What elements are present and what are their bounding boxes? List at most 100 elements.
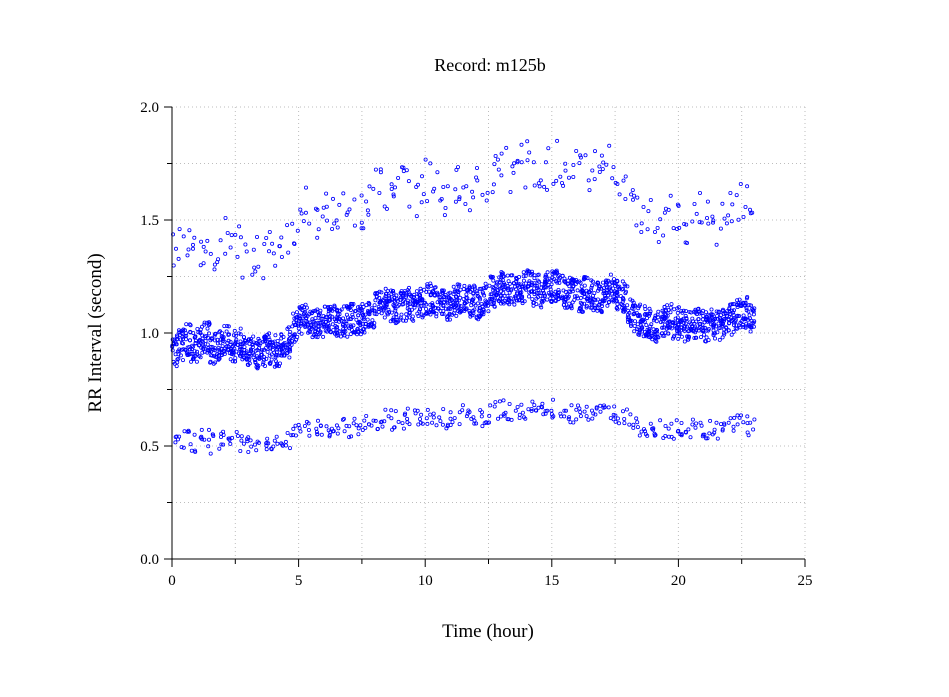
data-point [654,327,659,332]
data-point [318,423,323,428]
data-point [358,423,363,428]
data-point [718,226,723,231]
data-point [497,399,502,404]
data-point [672,321,677,326]
data-point [380,305,385,310]
data-point [441,184,446,189]
data-point [693,425,698,430]
data-point [367,184,372,189]
data-point [641,204,646,209]
data-point [487,413,492,418]
data-point [317,332,322,337]
data-point [405,416,410,421]
y-tick-label: 1.5 [140,213,159,229]
data-point [563,161,568,166]
data-point [206,346,211,351]
data-point [362,418,367,423]
data-point [470,308,475,313]
data-point [531,303,536,308]
data-point [515,158,520,163]
data-point [711,318,716,323]
data-point [438,419,443,424]
data-point [456,292,461,297]
data-point [532,183,537,188]
data-point [222,339,227,344]
data-point [392,185,397,190]
data-point [496,298,501,303]
data-point [738,320,743,325]
data-point [455,165,460,170]
data-point [356,313,361,318]
data-point [183,337,188,342]
data-point [560,273,565,278]
data-point [327,317,332,322]
data-point [228,245,233,250]
data-point [464,414,469,419]
data-point [193,334,198,339]
data-point [189,359,194,364]
data-point [711,220,716,225]
data-point [189,448,194,453]
data-point [539,291,544,296]
data-point [457,197,462,202]
data-point [702,332,707,337]
data-point [335,431,340,436]
data-point [720,335,725,340]
data-point [551,181,556,186]
data-point [582,301,587,306]
data-point [398,317,403,322]
data-point [576,403,581,408]
data-point [223,215,228,220]
data-point [704,318,709,323]
data-point [174,342,179,347]
data-point [744,305,749,310]
data-point [629,323,634,328]
data-point [610,297,615,302]
data-point [315,432,320,437]
data-point [722,421,727,426]
data-point [475,291,480,296]
data-point [209,336,214,341]
data-point [467,309,472,314]
data-point [351,330,356,335]
data-point [176,356,181,361]
data-point [532,403,537,408]
data-point [663,206,668,211]
data-point [424,306,429,311]
data-point [354,423,359,428]
data-point [371,418,376,423]
data-point [266,249,271,254]
data-point [523,185,528,190]
data-point [652,431,657,436]
data-point [230,359,235,364]
data-point [532,276,537,281]
data-point [306,421,311,426]
data-point [272,350,277,355]
data-point [389,186,394,191]
data-point [563,299,568,304]
data-point [519,282,524,287]
data-point [211,361,216,366]
data-point [445,299,450,304]
data-point [733,317,738,322]
data-point [512,294,517,299]
data-point [737,415,742,420]
data-point [615,416,620,421]
data-point [479,414,484,419]
data-point [287,355,292,360]
data-point [598,409,603,414]
data-point [419,289,424,294]
data-point [596,288,601,293]
data-point [256,336,261,341]
data-point [452,416,457,421]
data-point [692,309,697,314]
data-point [371,186,376,191]
data-point [439,196,444,201]
data-point [601,291,606,296]
data-point [391,315,396,320]
data-point [267,229,272,234]
data-point [315,418,320,423]
data-point [391,194,396,199]
data-point [347,305,352,310]
data-point [625,284,630,289]
